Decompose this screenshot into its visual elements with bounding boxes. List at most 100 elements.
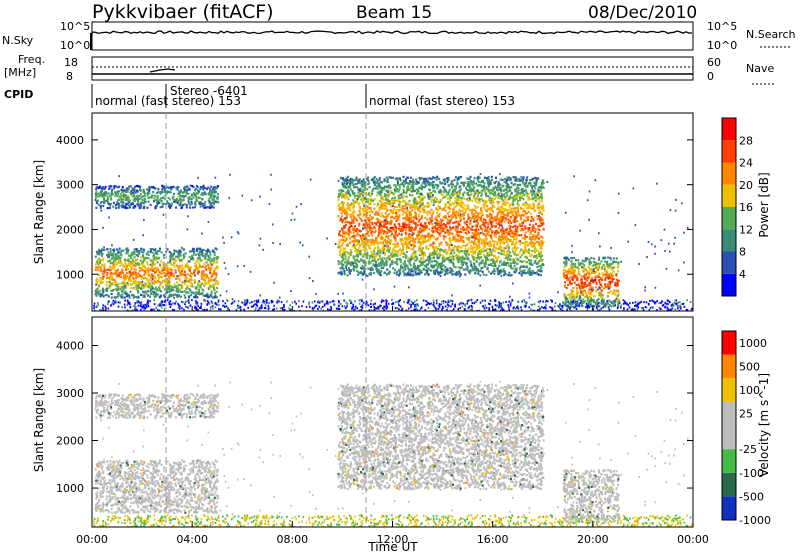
power-pixel bbox=[181, 205, 184, 208]
power-pixel bbox=[531, 185, 534, 188]
power-pixel bbox=[410, 300, 413, 303]
power-pixel bbox=[480, 185, 483, 188]
power-pixel bbox=[179, 284, 182, 287]
power-pixel bbox=[215, 200, 218, 203]
power-pixel bbox=[213, 191, 216, 194]
power-pixel bbox=[455, 273, 458, 276]
power-pixel bbox=[128, 276, 131, 279]
power-pixel bbox=[167, 196, 170, 199]
power-pixel bbox=[494, 300, 497, 303]
power-pixel bbox=[180, 267, 183, 270]
power-pixel bbox=[153, 200, 156, 203]
power-pixel bbox=[144, 200, 147, 203]
power-pixel bbox=[458, 235, 461, 238]
power-pixel bbox=[111, 275, 114, 279]
power-pixel bbox=[561, 304, 564, 307]
power-pixel bbox=[395, 246, 398, 249]
power-pixel bbox=[487, 258, 490, 261]
power-pixel bbox=[474, 301, 477, 304]
power-pixel bbox=[128, 301, 131, 304]
power-pixel bbox=[159, 290, 162, 293]
power-pixel bbox=[405, 247, 408, 250]
power-pixel bbox=[111, 188, 114, 191]
power-pixel bbox=[431, 253, 434, 257]
nave-tick-top: 60 bbox=[707, 56, 721, 69]
power-pixel bbox=[524, 188, 527, 191]
power-pixel bbox=[484, 201, 487, 204]
power-pixel bbox=[168, 303, 171, 306]
power-pixel bbox=[549, 306, 551, 309]
power-pixel bbox=[139, 259, 142, 262]
power-pixel bbox=[159, 304, 162, 307]
power-pixel bbox=[661, 300, 664, 303]
power-pixel bbox=[382, 240, 385, 243]
power-pixel bbox=[163, 288, 166, 291]
power-pixel bbox=[508, 195, 511, 198]
power-pixel bbox=[117, 274, 120, 278]
power-pixel bbox=[522, 249, 525, 252]
power-pixel bbox=[502, 301, 505, 304]
power-pixel bbox=[450, 180, 453, 183]
power-pixel bbox=[166, 190, 169, 193]
power-pixel bbox=[420, 177, 423, 180]
power-pixel bbox=[142, 277, 145, 280]
power-pixel bbox=[163, 190, 166, 193]
power-pixel bbox=[378, 226, 381, 229]
power-pixel bbox=[194, 307, 196, 310]
power-pixel bbox=[167, 276, 170, 279]
power-pixel bbox=[348, 193, 351, 196]
power-pixel bbox=[632, 309, 635, 311]
power-pixel bbox=[100, 270, 103, 273]
power-pixel bbox=[469, 247, 472, 250]
power-pixel bbox=[387, 191, 390, 195]
power-pixel bbox=[181, 284, 184, 287]
power-pixel bbox=[352, 216, 355, 219]
power-pixel bbox=[413, 308, 415, 311]
power-pixel bbox=[160, 251, 163, 254]
power-pixel bbox=[415, 217, 418, 220]
power-pixel bbox=[502, 308, 505, 311]
power-pixel bbox=[142, 195, 145, 198]
power-pixel bbox=[134, 282, 137, 285]
power-pixel bbox=[96, 268, 99, 271]
power-pixel bbox=[337, 307, 340, 310]
power-pixel bbox=[409, 205, 412, 209]
power-pixel bbox=[93, 309, 96, 311]
power-pixel bbox=[153, 303, 156, 306]
power-pixel bbox=[458, 230, 461, 233]
power-pixel bbox=[664, 306, 666, 309]
power-pixel bbox=[223, 304, 226, 307]
power-pixel bbox=[653, 302, 656, 305]
power-pixel bbox=[154, 248, 157, 251]
power-pixel bbox=[187, 299, 190, 302]
power-pixel bbox=[344, 250, 347, 253]
power-pixel bbox=[492, 308, 495, 311]
power-pixel bbox=[469, 194, 472, 197]
power-pixel bbox=[415, 202, 418, 205]
power-pixel bbox=[109, 273, 112, 276]
power-pixel bbox=[455, 233, 458, 236]
power-pixel bbox=[451, 226, 454, 230]
power-pixel bbox=[99, 277, 102, 281]
power-pixel bbox=[466, 300, 469, 303]
power-pixel bbox=[173, 258, 176, 261]
power-pixel bbox=[461, 305, 464, 308]
power-pixel bbox=[369, 247, 372, 250]
power-pixel bbox=[398, 304, 400, 307]
power-pixel bbox=[231, 301, 234, 304]
power-pixel bbox=[343, 225, 346, 228]
power-pixel bbox=[413, 208, 416, 211]
power-pixel bbox=[382, 237, 385, 240]
power-pixel bbox=[492, 244, 495, 247]
power-pixel bbox=[191, 206, 194, 209]
power-pixel bbox=[512, 242, 515, 245]
power-pixel bbox=[492, 260, 495, 264]
freq-stereo-bump bbox=[149, 68, 176, 73]
power-pixel bbox=[341, 210, 344, 213]
power-pixel bbox=[518, 183, 521, 186]
power-pixel bbox=[116, 263, 119, 266]
power-pixel bbox=[484, 203, 487, 207]
power-pixel bbox=[159, 192, 162, 195]
power-pixel bbox=[476, 298, 479, 301]
power-pixel bbox=[407, 182, 410, 185]
